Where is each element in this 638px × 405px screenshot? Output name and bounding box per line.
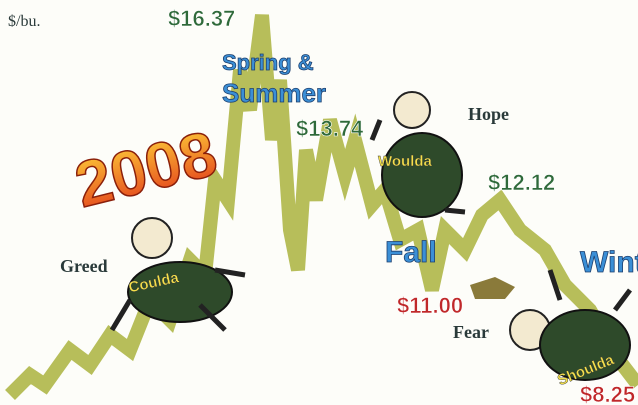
illustration: $/bu. 2008 Spring & Summer Fall Winter $… [0,0,638,405]
season-label: Summer [222,78,326,108]
season-label: Winter [580,246,638,279]
season-label: Spring & [222,50,314,75]
price-label: $8.25 [580,382,635,405]
unit-label: $/bu. [8,13,40,30]
price-label: $12.12 [488,170,555,195]
character-name: Woulda [378,153,433,170]
price-label: $13.74 [296,116,364,141]
season-label: Fall [385,236,437,269]
price-label: $16.37 [168,6,235,31]
emotion-label: Greed [60,256,108,276]
price-label: $11.00 [397,293,463,318]
emotion-label: Fear [453,322,489,342]
emotion-label: Hope [468,104,509,124]
